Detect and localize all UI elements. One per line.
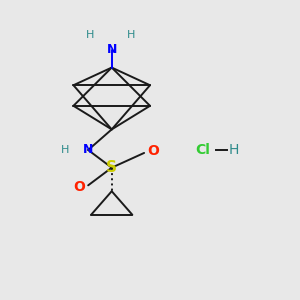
- Text: N: N: [83, 143, 93, 157]
- Text: H: H: [60, 145, 69, 155]
- Text: O: O: [147, 145, 159, 158]
- Text: S: S: [106, 160, 117, 175]
- Text: H: H: [127, 30, 135, 40]
- Text: H: H: [229, 143, 239, 157]
- Text: H: H: [85, 30, 94, 40]
- Text: O: O: [74, 180, 85, 194]
- Text: N: N: [106, 44, 117, 56]
- Text: Cl: Cl: [196, 143, 210, 157]
